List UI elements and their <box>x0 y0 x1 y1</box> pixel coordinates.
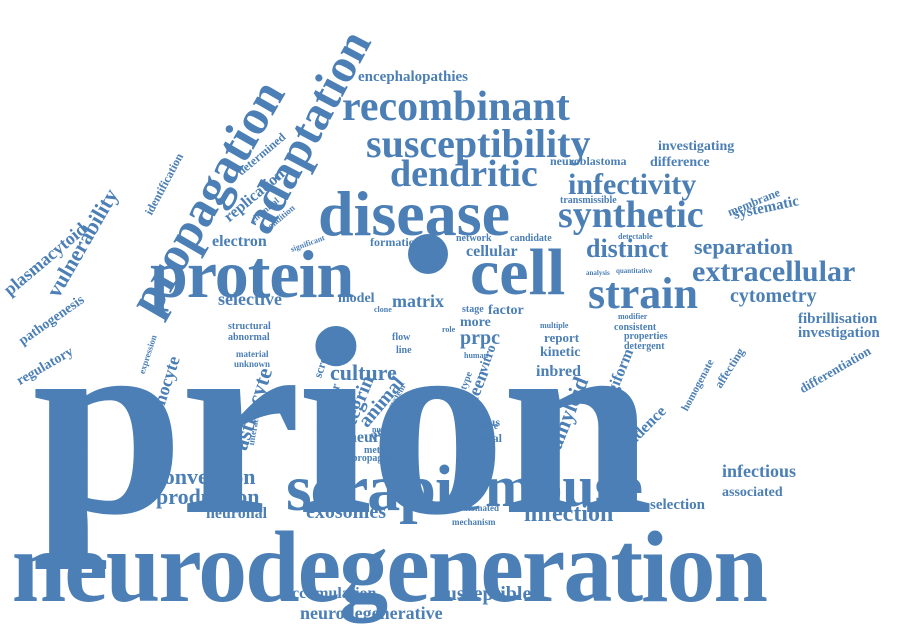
word-conversion: conversion <box>154 464 256 489</box>
word-line: line <box>396 345 412 356</box>
word-electron: electron <box>212 233 267 250</box>
word-recombinant: recombinant <box>342 84 570 130</box>
word-network: network <box>456 233 492 244</box>
word-physical: physical <box>460 431 503 445</box>
word-structural: structural <box>228 321 271 332</box>
word-stage: stage <box>462 304 484 315</box>
word-clone: clone <box>374 305 392 314</box>
dot-mark <box>408 234 448 274</box>
word-model: model <box>338 291 375 306</box>
word-consistent: consistent <box>614 322 657 333</box>
word-cellular: cellular <box>466 243 518 260</box>
word-exposure: exposure <box>460 421 499 432</box>
word-strain: strain <box>588 269 698 318</box>
word-associated: associated <box>722 485 783 500</box>
word-modifier: modifier <box>618 312 648 321</box>
word-neurodegeneration: neurodegeneration <box>11 511 768 624</box>
word-neurodegenerative: neurodegenerative <box>300 603 443 623</box>
word-susceptible: susceptible <box>438 583 532 605</box>
word-flow: flow <box>392 332 411 343</box>
word-disease: disease <box>318 178 510 249</box>
word-transmissible: transmissible <box>560 195 617 206</box>
word-infectivity: infectivity <box>568 168 697 201</box>
word-role: role <box>442 325 456 334</box>
word-unknown: unknown <box>234 359 271 369</box>
word-prion: prion <box>31 273 654 570</box>
word-infection: infection <box>524 501 614 527</box>
word-factor: factor <box>488 303 524 318</box>
word-protein: protein <box>150 236 354 312</box>
word-propagate: propagate <box>352 453 396 464</box>
word-differentiation: differentiation <box>796 343 874 396</box>
word-report: report <box>544 330 580 345</box>
word-automated: automated <box>458 503 499 513</box>
word-mechanism: mechanism <box>452 517 496 527</box>
word-scrapie: scrapie <box>286 452 482 525</box>
word-abnormal: abnormal <box>228 332 270 343</box>
word-susceptibility: susceptibility <box>366 121 591 166</box>
word-investigation: investigation <box>798 325 880 341</box>
word-fibrillisation: fibrillisation <box>798 311 878 327</box>
word-multiple: multiple <box>540 321 569 330</box>
word-matrix: matrix <box>392 291 444 311</box>
word-neuroblastoma: neuroblastoma <box>550 154 627 168</box>
word-detectable: detectable <box>618 232 653 241</box>
word-synthetic: synthetic <box>558 194 704 236</box>
word-analysis: analysis <box>586 269 610 277</box>
word-culture: culture <box>330 360 397 385</box>
word-accumulation: accumulation <box>284 585 377 602</box>
word-difference: difference <box>650 155 710 170</box>
word-formation: formation <box>370 235 422 249</box>
word-homogenate: homogenate <box>679 357 717 414</box>
word-exosomes: exosomes <box>306 501 386 523</box>
word-quantitative: quantitative <box>616 267 653 275</box>
word-cytometry: cytometry <box>730 285 817 307</box>
word-neuron: neuron <box>348 429 397 446</box>
word-candidate: candidate <box>510 233 552 244</box>
word-number: number <box>372 425 400 434</box>
word-selective: selective <box>218 289 282 309</box>
word-distinct: distinct <box>586 234 669 263</box>
word-extracellular: extracellular <box>692 255 856 288</box>
word-encephalopathies: encephalopathies <box>358 69 469 85</box>
word-cell: cell <box>470 236 566 309</box>
word-detergent: detergent <box>624 341 665 352</box>
word-mouse: mouse <box>485 454 643 519</box>
word-neuronal: neuronal <box>206 505 268 522</box>
word-selection: selection <box>650 497 705 513</box>
word-properties: properties <box>624 331 668 342</box>
word-material: material <box>236 349 269 359</box>
word-investigating: investigating <box>658 139 735 154</box>
word-separation: separation <box>694 234 793 259</box>
word-more: more <box>460 315 491 330</box>
word-various: various <box>462 415 501 429</box>
word-human: human <box>464 351 489 360</box>
word-production: production <box>156 484 260 509</box>
word-dendritic: dendritic <box>390 153 538 195</box>
word-prpc: prpc <box>460 327 500 349</box>
word-method: method <box>364 445 397 456</box>
word-infectious: infectious <box>722 461 796 481</box>
word-kinetic: kinetic <box>540 345 581 360</box>
word-inbred: inbred <box>536 363 582 380</box>
word-affecting: affecting <box>711 345 748 391</box>
